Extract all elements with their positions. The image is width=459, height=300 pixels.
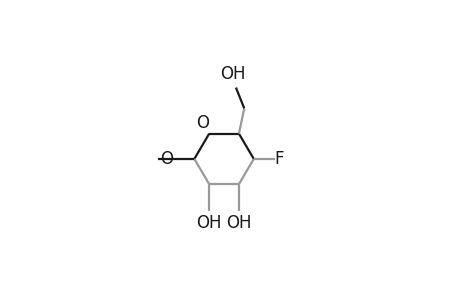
Text: O: O	[196, 114, 209, 132]
Text: F: F	[274, 150, 284, 168]
Text: O: O	[160, 150, 173, 168]
Text: OH: OH	[196, 214, 221, 232]
Text: OH: OH	[220, 65, 245, 83]
Text: OH: OH	[226, 214, 251, 232]
